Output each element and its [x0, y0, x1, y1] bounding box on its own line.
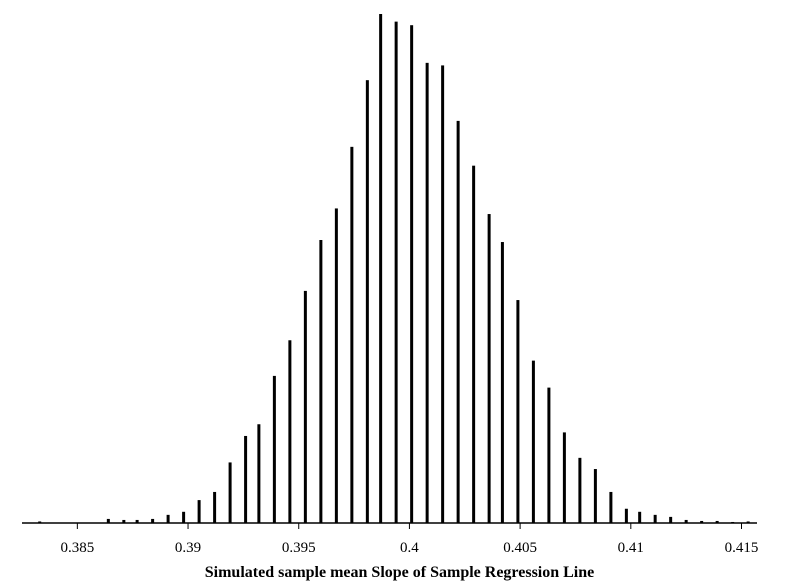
histogram-bar: [746, 521, 750, 523]
x-tick-label: 0.4: [400, 540, 419, 556]
histogram-bar: [500, 242, 504, 523]
histogram-bar: [244, 435, 248, 523]
histogram-bar: [487, 214, 491, 524]
histogram-bar: [472, 165, 476, 523]
histogram-bar: [394, 21, 398, 523]
histogram-bar: [135, 519, 139, 523]
histogram-bar: [531, 360, 535, 523]
histogram-bar: [669, 516, 673, 523]
x-tick-label: 0.415: [725, 540, 759, 556]
histogram-bar: [578, 457, 582, 523]
histogram-bar: [547, 387, 551, 523]
histogram-bar: [122, 519, 126, 523]
histogram-bar: [410, 25, 414, 523]
histogram-bar: [182, 511, 186, 523]
x-tick-label: 0.41: [618, 540, 644, 556]
histogram-bar: [425, 62, 429, 524]
histogram-bar: [228, 462, 232, 523]
histogram-bar: [319, 240, 323, 523]
histogram-bar: [379, 14, 383, 523]
histogram-bar: [562, 432, 566, 523]
histogram-bar: [624, 508, 628, 523]
x-ticks-group: 0.385 0.39 0.395 0.4 0.405 0.41 0.415: [60, 523, 758, 556]
histogram-bar: [715, 520, 719, 523]
histogram-bar: [516, 300, 520, 523]
histogram-bar: [609, 491, 613, 523]
histogram-bar: [653, 514, 657, 523]
histogram-bar: [365, 80, 369, 524]
histogram-bar: [334, 208, 338, 523]
histogram-bar: [213, 491, 217, 523]
x-tick-label: 0.395: [282, 540, 316, 556]
histogram-bar: [38, 521, 42, 523]
histogram-bar: [151, 518, 155, 523]
histogram-bar: [593, 469, 597, 523]
bars-group: [38, 14, 750, 524]
histogram-bar: [638, 511, 642, 523]
histogram-bar: [684, 519, 688, 523]
x-tick-label: 0.39: [175, 540, 201, 556]
x-tick-label: 0.405: [503, 540, 537, 556]
histogram-bar: [700, 520, 704, 523]
histogram-bar: [456, 120, 460, 523]
histogram-bar: [106, 518, 110, 523]
histogram-bar: [166, 514, 170, 523]
histogram-bar: [303, 290, 307, 523]
x-axis-title: Simulated sample mean Slope of Sample Re…: [205, 564, 595, 581]
histogram-bar: [288, 340, 292, 523]
histogram-bar: [197, 500, 201, 523]
histogram-bar: [272, 375, 276, 523]
x-tick-label: 0.385: [60, 540, 94, 556]
histogram-bar: [350, 146, 354, 523]
histogram-bar: [441, 65, 445, 523]
histogram-bar: [257, 424, 261, 523]
